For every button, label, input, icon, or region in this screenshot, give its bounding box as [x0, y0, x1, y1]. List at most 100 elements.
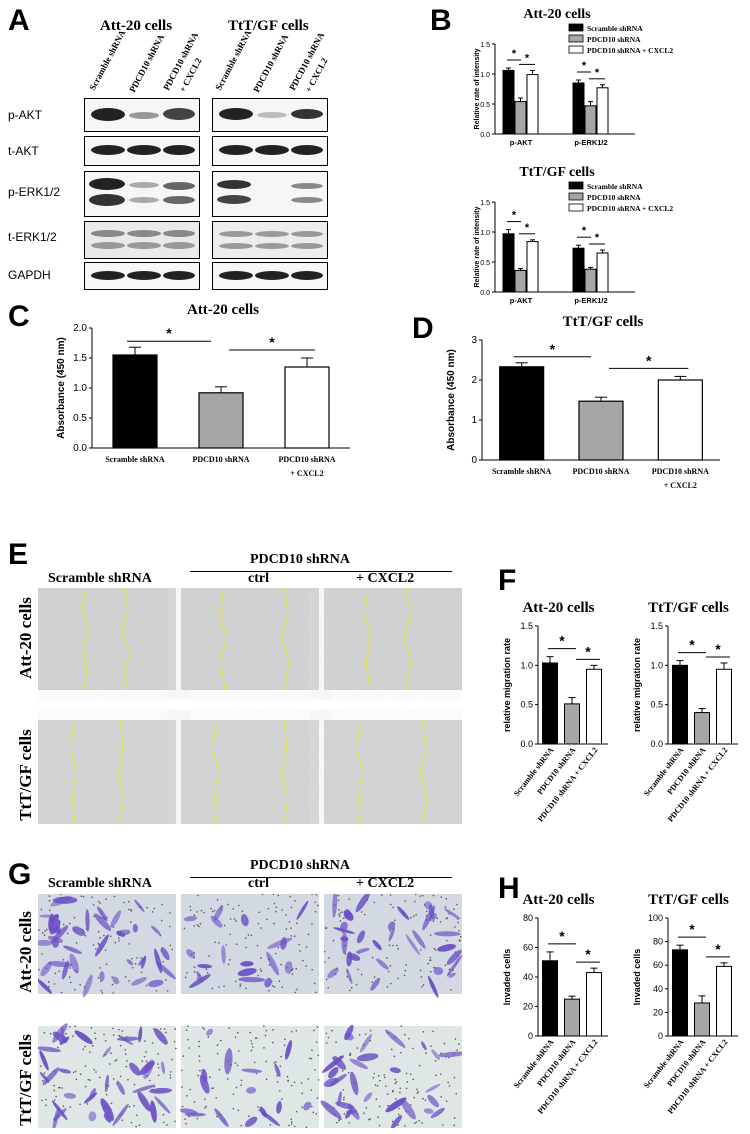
y-axis-label: Absorbance (450 nm): [446, 349, 457, 451]
y-axis-label: Invaded cells: [632, 949, 642, 1006]
bar: [596, 87, 609, 135]
col-label-scramble-e: Scramble shRNA: [48, 571, 152, 586]
y-tick-label: 0.5: [520, 700, 533, 710]
chart-title: TtT/GF cells: [563, 314, 644, 330]
x-tick-label: p-AKT: [510, 138, 533, 147]
x-tick-label: Scramble shRNA: [492, 467, 552, 476]
significance-star: *: [525, 52, 530, 64]
significance-star: *: [582, 225, 587, 237]
lane-label: PDCD10 shRNA: [127, 32, 167, 94]
significance-star: *: [559, 928, 565, 944]
legend-label: Scramble shRNA: [587, 24, 643, 33]
significance-star: *: [512, 210, 517, 222]
scratch-image-grid: [38, 588, 462, 824]
chart-title: TtT/GF cells: [648, 600, 729, 616]
significance-star: *: [585, 946, 591, 962]
bar: [572, 247, 585, 293]
legend-swatch: [568, 23, 584, 32]
y-tick-label: 60: [653, 960, 663, 970]
transwell-image-tttgf-scramble: [38, 1023, 177, 1128]
y-tick-label: 0.5: [73, 413, 87, 424]
y-tick-label: 1.5: [480, 200, 490, 207]
y-tick-label: 80: [653, 937, 663, 947]
significance-star: *: [525, 222, 530, 234]
bar: [694, 712, 710, 745]
x-tick-label: PDCD10 shRNA: [572, 467, 629, 476]
panel-label-c: C: [8, 300, 30, 333]
x-tick-label: + CXCL2: [290, 469, 323, 476]
significance-star: *: [512, 48, 517, 60]
transwell-image-att20-scramble: [38, 894, 176, 998]
chart-f1: Att-20 cells 0.0 0.5 1.0 1.5 relative migrati…: [502, 600, 608, 824]
y-tick-label: 1.5: [480, 42, 490, 49]
legend-swatch: [568, 45, 584, 54]
y-tick-label: 0: [471, 455, 477, 466]
y-tick-label: 0.5: [480, 102, 490, 109]
bar: [586, 668, 602, 745]
y-tick-label: 0: [658, 1031, 663, 1041]
significance-star: *: [595, 232, 600, 244]
col-label-cxcl2-e: + CXCL2: [356, 571, 415, 586]
y-tick-label: 1.0: [650, 660, 663, 670]
blot-row-label-terk: t-ERK1/2: [8, 230, 57, 244]
y-tick-label: 1.5: [73, 353, 87, 364]
transwell-image-att20-cxcl2: [323, 894, 462, 998]
significance-star: *: [166, 325, 172, 341]
pdcd10-underline-e: [190, 571, 452, 572]
legend-label: PDCD10 shRNA + CXCL2: [587, 46, 673, 55]
transwell-image-tttgf-ctrl: [179, 1025, 320, 1128]
legend-swatch: [568, 192, 584, 201]
bar: [694, 1002, 710, 1037]
y-tick-label: 2: [471, 375, 477, 386]
chart-c: Att-20 cells 0.0 0.5 1.0 1.5 2.0 Absorbance (4…: [56, 302, 350, 476]
legend-swatch: [568, 203, 584, 212]
y-axis-label: Invaded cells: [502, 949, 512, 1006]
y-tick-label: 40: [653, 984, 663, 994]
transwell-image-tttgf-cxcl2: [320, 1024, 462, 1128]
legend-label: PDCD10 shRNA: [587, 35, 641, 44]
lane-label: PDCD10 shRNA: [251, 32, 291, 94]
bar: [596, 252, 609, 293]
col-label-ctrl-e: ctrl: [248, 571, 269, 586]
scratch-image-att20-cxcl2: [324, 588, 462, 691]
x-tick-label: p-ERK1/2: [574, 138, 607, 147]
y-tick-label: 0.0: [480, 290, 490, 297]
panel-label-h: H: [498, 872, 520, 905]
pdcd10-header-e: PDCD10 shRNA: [250, 552, 350, 567]
y-axis-label: relative migration rate: [632, 638, 642, 732]
blot-row-label-perk: p-ERK1/2: [8, 185, 61, 199]
y-tick-label: 1.0: [480, 72, 490, 79]
chart-f2: TtT/GF cells 0.0 0.5 1.0 1.5 relative migrati…: [632, 600, 738, 824]
panel-label-b: B: [430, 4, 452, 37]
col-label-ctrl-g: ctrl: [248, 876, 269, 891]
x-tick-label: p-ERK1/2: [574, 296, 607, 305]
chart-title: Att-20 cells: [187, 302, 259, 318]
transwell-image-grid: [38, 894, 462, 1128]
y-tick-label: 60: [523, 943, 533, 953]
bar: [564, 703, 580, 745]
blot-takt-att20: [84, 136, 200, 166]
y-tick-label: 0.0: [480, 132, 490, 139]
scratch-image-tttgf-cxcl2: [324, 719, 462, 824]
x-tick-label: PDCD10 shRNA: [652, 467, 709, 476]
chart-title: Att-20 cells: [522, 892, 594, 908]
significance-star: *: [689, 921, 695, 937]
blot-row-label-pakt: p-AKT: [8, 108, 43, 122]
bar: [578, 400, 624, 461]
row-label-att20-g: Att-20 cells: [16, 911, 35, 993]
row-label-tttgf-g: TtT/GF cells: [16, 1034, 35, 1126]
significance-star: *: [585, 643, 591, 659]
y-tick-label: 80: [523, 913, 533, 923]
bar: [514, 269, 527, 293]
bar: [542, 960, 558, 1037]
y-axis-label: Relative rate of intensity: [474, 48, 481, 129]
y-tick-label: 40: [523, 972, 533, 982]
x-tick-label: p-AKT: [510, 296, 533, 305]
y-tick-label: 0.0: [650, 739, 663, 749]
y-tick-label: 1.0: [480, 230, 490, 237]
blot-takt-tttgf: [212, 136, 328, 166]
bar: [502, 69, 515, 135]
bar: [716, 965, 732, 1037]
